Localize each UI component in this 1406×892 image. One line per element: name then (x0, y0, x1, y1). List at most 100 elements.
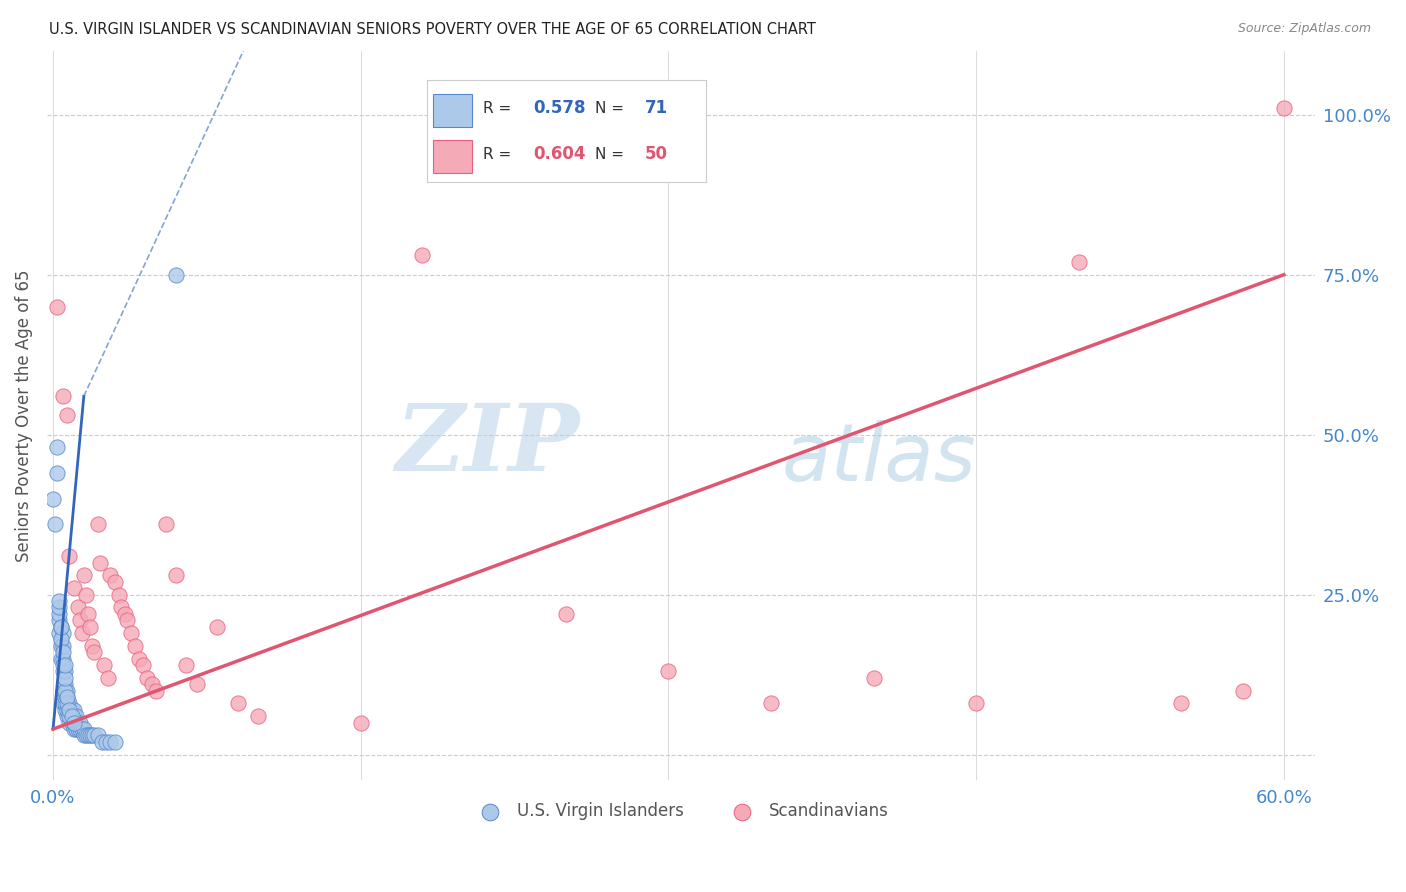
Point (165, 568, 187, 582)
Point (79, 729, 101, 743)
Text: U.S. VIRGIN ISLANDER VS SCANDINAVIAN SENIORS POVERTY OVER THE AGE OF 65 CORRELAT: U.S. VIRGIN ISLANDER VS SCANDINAVIAN SEN… (49, 22, 815, 37)
Point (247, 709, 270, 723)
Point (56, 703, 79, 717)
Point (554, 607, 576, 621)
Point (93, 658, 115, 673)
Point (53, 658, 76, 673)
Point (69, 722, 91, 736)
Point (69, 715, 91, 730)
Point (42, 491, 65, 506)
Point (759, 697, 782, 711)
Point (77, 607, 100, 621)
Point (69, 613, 91, 627)
Point (62, 582, 84, 596)
Point (56, 697, 79, 711)
Point (60, 709, 83, 723)
Point (80, 639, 103, 653)
Point (51, 620, 73, 634)
Point (77, 729, 100, 743)
Point (110, 600, 132, 615)
Point (226, 697, 249, 711)
Point (51, 620, 73, 634)
Point (657, 665, 679, 679)
Point (48, 626, 70, 640)
Point (58, 703, 80, 717)
Point (107, 588, 129, 602)
Point (48, 613, 70, 627)
Point (132, 658, 155, 673)
Point (58, 549, 80, 564)
Point (62, 709, 84, 723)
Point (52, 645, 75, 659)
Point (87, 729, 110, 743)
Y-axis label: Seniors Poverty Over the Age of 65: Seniors Poverty Over the Age of 65 (15, 269, 32, 562)
Point (75, 588, 97, 602)
Point (46, 466, 69, 480)
Point (66, 715, 89, 730)
Point (53, 690, 76, 705)
Point (136, 671, 159, 685)
Point (48, 594, 70, 608)
Point (96, 735, 118, 749)
Point (91, 735, 114, 749)
Point (411, 248, 433, 262)
Point (1232, 683, 1254, 698)
Point (73, 568, 96, 582)
Point (862, 671, 884, 685)
Point (62, 715, 84, 730)
Point (83, 645, 105, 659)
Point (51, 651, 73, 665)
Point (176, 658, 198, 673)
Point (87, 517, 110, 532)
Point (350, 715, 373, 730)
Point (52, 389, 75, 403)
Point (66, 600, 89, 615)
Point (52, 683, 75, 698)
Point (56, 690, 79, 705)
Point (100, 735, 122, 749)
Point (56, 409, 79, 423)
Point (51, 632, 73, 647)
Point (56, 683, 79, 698)
Point (73, 729, 96, 743)
Point (56, 690, 79, 705)
Point (1067, 255, 1090, 269)
Point (100, 568, 122, 582)
Point (56, 709, 79, 723)
Legend: U.S. Virgin Islanders, Scandinavians: U.S. Virgin Islanders, Scandinavians (467, 796, 896, 827)
Point (70, 722, 93, 736)
Point (83, 729, 105, 743)
Point (73, 722, 96, 736)
Point (58, 697, 80, 711)
Point (65, 709, 87, 723)
Point (53, 671, 76, 685)
Point (145, 683, 167, 698)
Point (1170, 697, 1192, 711)
Point (62, 722, 84, 736)
Point (453, 159, 475, 173)
Point (205, 620, 228, 634)
Point (53, 697, 76, 711)
Point (79, 620, 101, 634)
Point (62, 703, 84, 717)
Point (53, 703, 76, 717)
Text: Source: ZipAtlas.com: Source: ZipAtlas.com (1237, 22, 1371, 36)
Point (103, 735, 125, 749)
Point (46, 300, 69, 314)
Point (66, 722, 89, 736)
Point (52, 639, 75, 653)
Point (51, 639, 73, 653)
Point (120, 626, 142, 640)
Point (124, 639, 146, 653)
Point (165, 268, 187, 282)
Point (60, 709, 83, 723)
Point (53, 677, 76, 691)
Point (52, 697, 75, 711)
Point (53, 665, 76, 679)
Text: ZIP: ZIP (395, 400, 579, 490)
Point (60, 703, 83, 717)
Point (53, 683, 76, 698)
Point (89, 556, 111, 570)
Point (62, 715, 84, 730)
Point (58, 703, 80, 717)
